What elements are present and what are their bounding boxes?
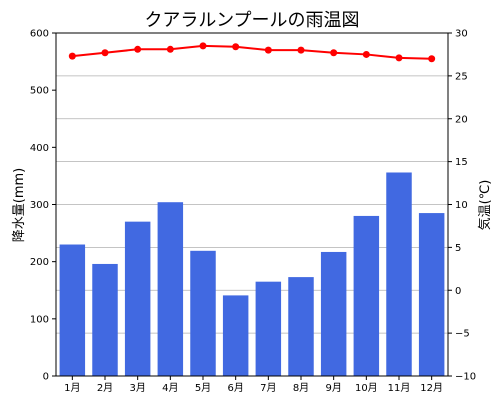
x-tick-label: 7月 (260, 382, 276, 394)
x-tick-label: 11月 (388, 382, 411, 394)
precipitation-bar (386, 172, 412, 376)
precipitation-bar (288, 277, 314, 376)
left-tick-label: 100 (30, 314, 49, 325)
right-tick-label: 30 (455, 29, 468, 40)
temperature-point (264, 46, 272, 54)
right-y-axis: −10 −5 0 5 10 15 20 25 30 (448, 29, 476, 383)
x-tick-label: 5月 (195, 382, 211, 394)
x-tick-label: 8月 (293, 382, 309, 394)
right-axis-label: 気温(℃) (477, 180, 493, 231)
temperature-point (330, 49, 338, 57)
x-tick-label: 6月 (227, 382, 243, 394)
right-tick-label: 10 (455, 200, 468, 211)
right-tick-label: 0 (455, 286, 461, 297)
temperature-polyline (72, 44, 432, 60)
right-tick-label: 5 (455, 243, 461, 254)
x-tick-label: 1月 (64, 382, 80, 394)
temperature-point (166, 45, 174, 53)
temperature-point (232, 43, 240, 51)
precipitation-bar (59, 244, 86, 376)
temperature-point (101, 49, 109, 57)
temperature-point (395, 54, 403, 62)
x-axis: 1月 2月 3月 4月 5月 6月 7月 8月 9月 10月 11月 12月 (64, 376, 443, 394)
left-tick-label: 600 (30, 29, 49, 40)
right-tick-label: −5 (455, 329, 470, 340)
x-tick-label: 12月 (420, 382, 443, 394)
precipitation-bar (157, 202, 184, 376)
temperature-point (428, 55, 436, 63)
x-tick-label: 4月 (162, 382, 178, 394)
right-tick-label: 15 (455, 157, 468, 168)
left-tick-label: 200 (30, 257, 49, 268)
left-tick-label: 300 (30, 200, 49, 211)
precipitation-bar (353, 215, 380, 376)
left-tick-label: 500 (30, 86, 49, 97)
left-y-axis: 0 100 200 300 400 500 600 (30, 29, 56, 383)
x-tick-label: 10月 (355, 382, 378, 394)
chart-title: クアラルンプールの雨温図 (144, 10, 359, 31)
temperature-point (134, 45, 142, 53)
precipitation-bar (222, 295, 249, 376)
temperature-line (68, 42, 436, 63)
temperature-point (199, 42, 207, 50)
temperature-point (362, 50, 370, 58)
temperature-point (68, 52, 76, 60)
precipitation-bar (255, 281, 282, 376)
precipitation-bars (59, 172, 445, 376)
precipitation-bar (124, 221, 151, 376)
temperature-point (297, 46, 305, 54)
precipitation-bar (92, 263, 118, 376)
precipitation-bar (320, 251, 347, 376)
precipitation-bar (418, 213, 445, 376)
right-tick-label: 20 (455, 114, 468, 125)
right-tick-label: −10 (455, 372, 476, 383)
precipitation-bar (190, 250, 216, 376)
x-tick-label: 3月 (129, 382, 145, 394)
left-tick-label: 0 (43, 372, 49, 383)
left-axis-label: 降水量(mm) (12, 168, 27, 242)
x-tick-label: 2月 (97, 382, 113, 394)
right-tick-label: 25 (455, 71, 468, 82)
x-tick-label: 9月 (325, 382, 341, 394)
left-tick-label: 400 (30, 143, 49, 154)
